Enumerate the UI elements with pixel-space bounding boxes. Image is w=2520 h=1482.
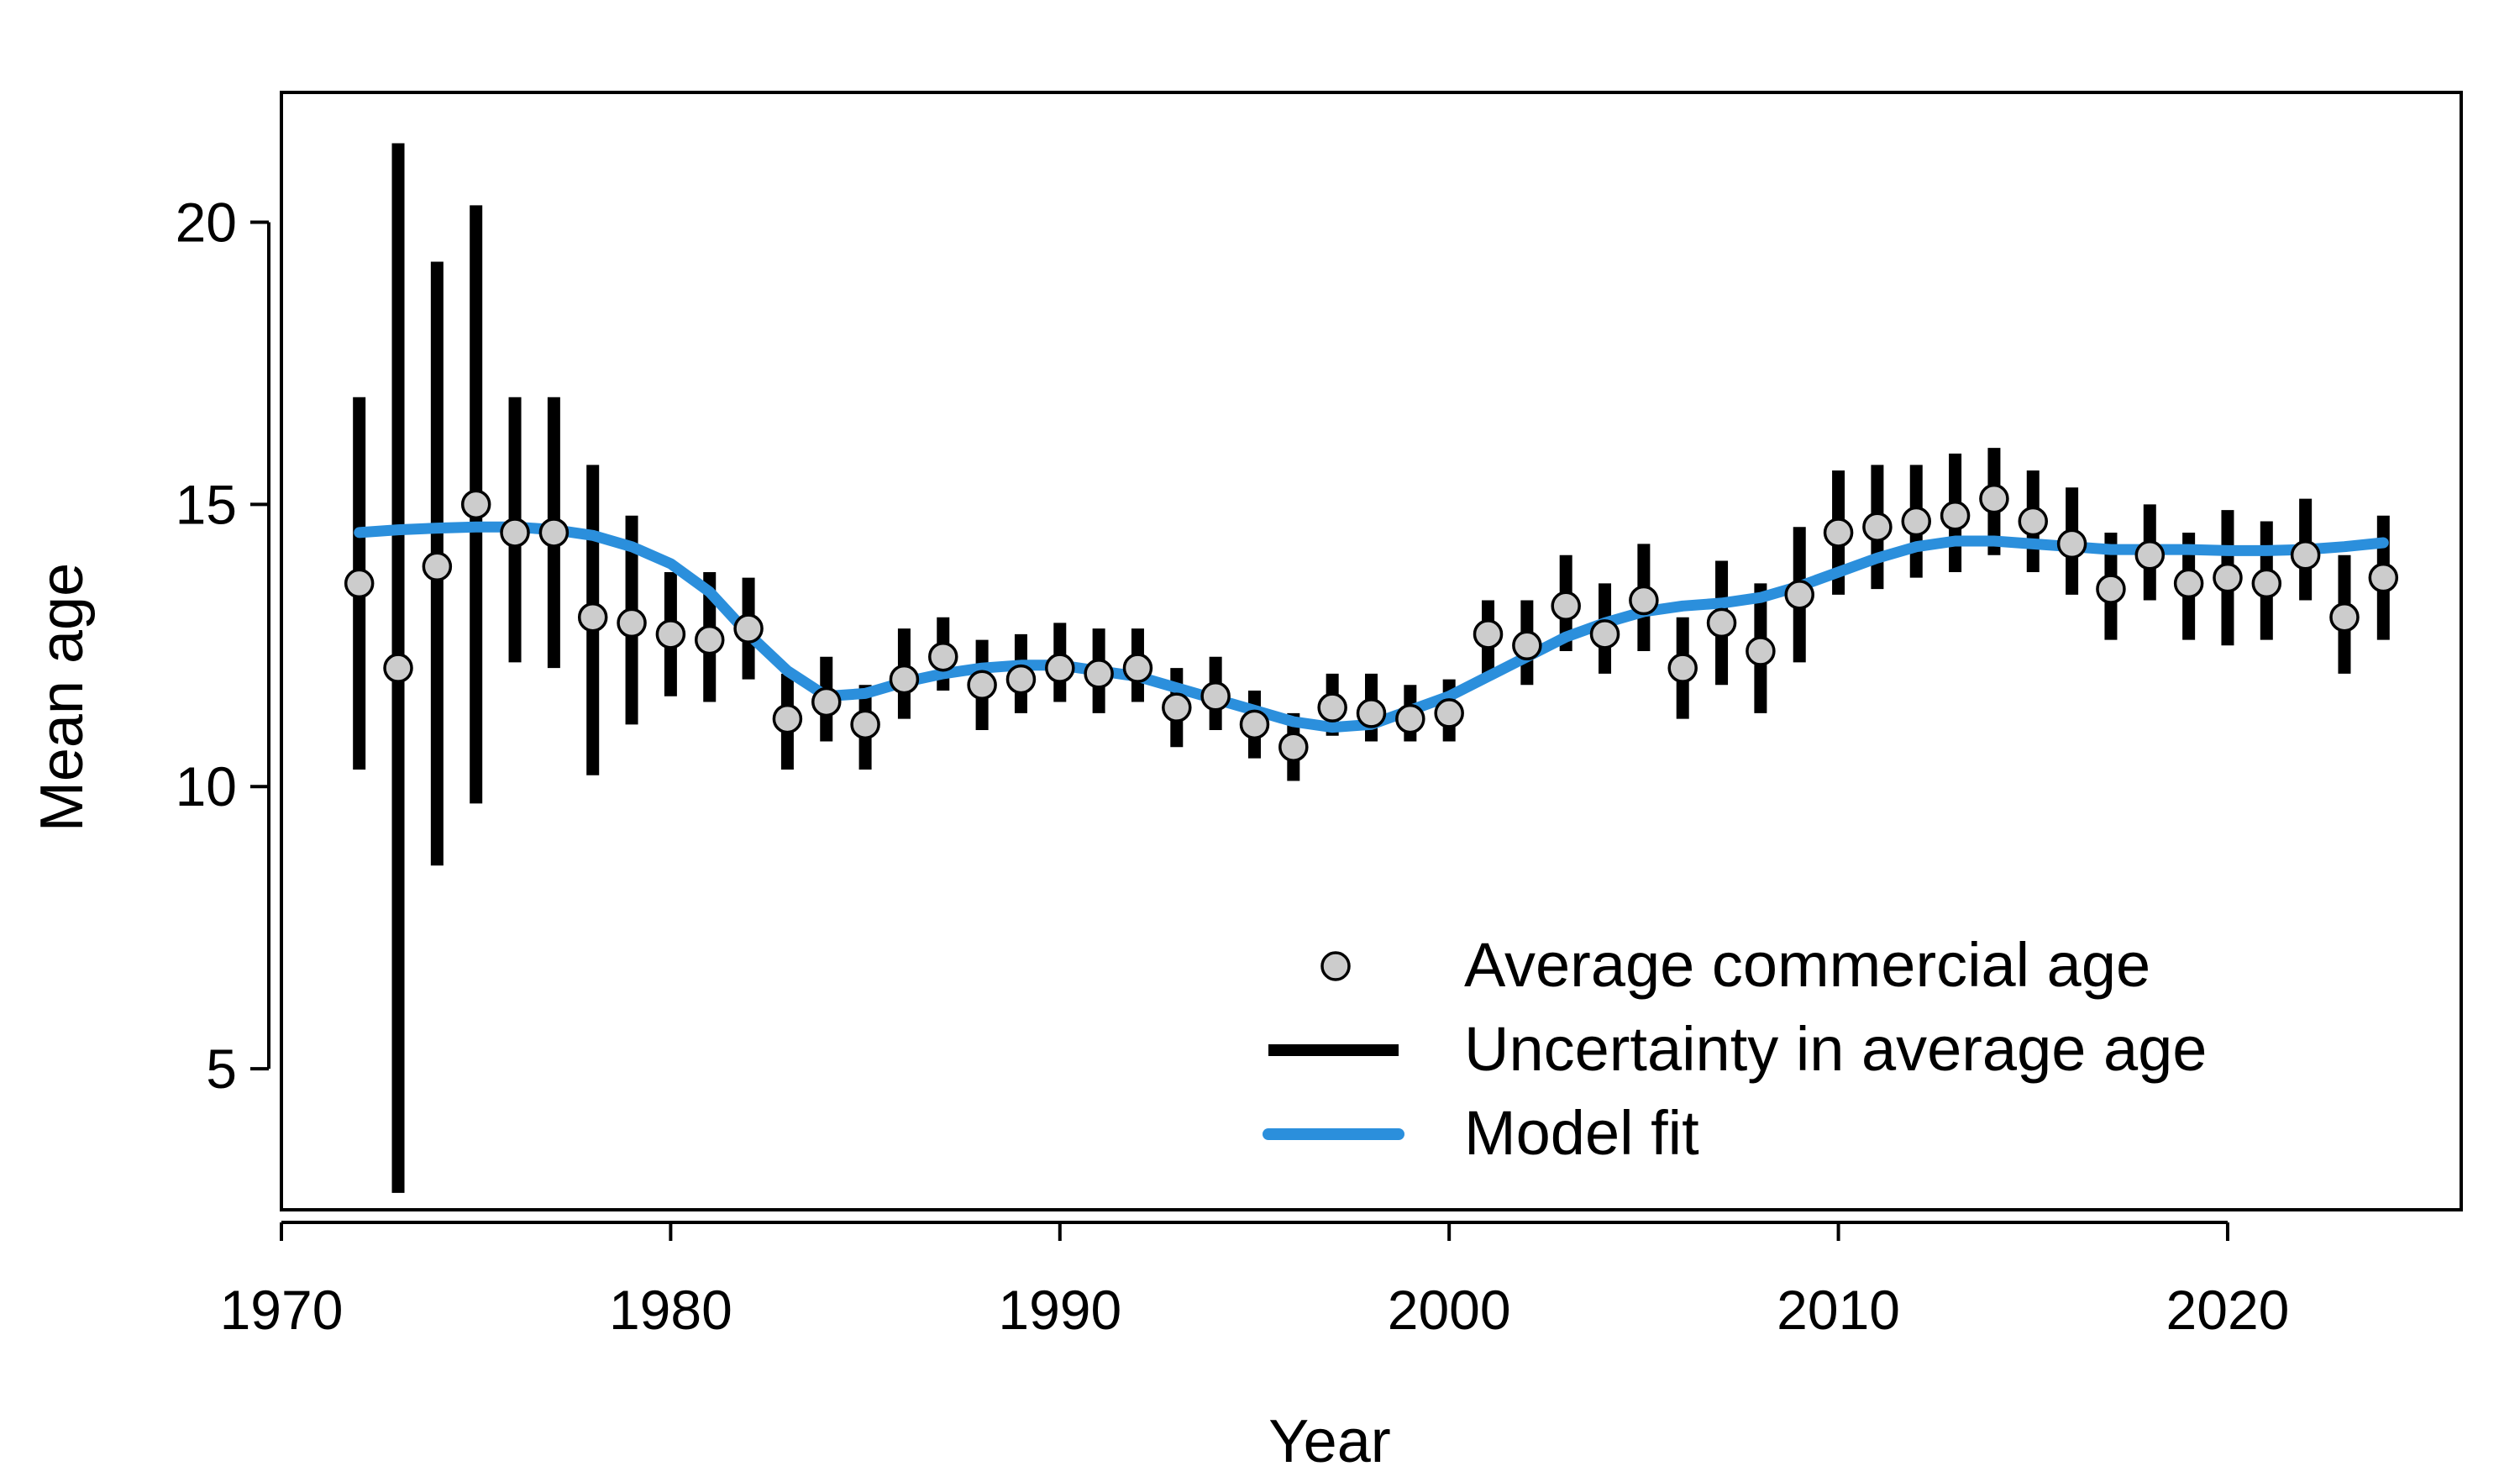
data-point	[2134, 540, 2166, 570]
x-tick-label: 1990	[998, 1279, 1121, 1341]
data-points	[344, 483, 2399, 762]
data-point	[1629, 585, 1659, 616]
data-point	[2368, 562, 2399, 593]
data-point	[1239, 709, 1270, 740]
data-point	[2329, 602, 2360, 633]
data-point	[1395, 703, 1425, 734]
data-point	[422, 551, 453, 581]
data-point	[2290, 540, 2321, 570]
data-point	[967, 670, 997, 701]
data-point	[1200, 681, 1231, 712]
data-point	[772, 703, 803, 734]
data-point	[1005, 664, 1037, 695]
legend-label-points: Average commercial age	[1464, 930, 2150, 1000]
data-point	[694, 624, 725, 655]
y-axis: 5 10 15 20	[176, 191, 270, 1100]
data-point	[655, 619, 686, 649]
data-point	[733, 613, 764, 644]
data-point	[1746, 636, 1776, 666]
legend-points-key	[1320, 951, 1351, 981]
legend-label-errorbars: Uncertainty in average age	[1464, 1014, 2207, 1084]
plot-frame	[280, 91, 2463, 1211]
data-point	[2056, 528, 2087, 560]
data-point	[2096, 574, 2126, 604]
data-point	[1122, 653, 1153, 683]
data-point	[1901, 506, 1931, 537]
data-point	[1979, 483, 2009, 514]
data-point	[383, 653, 413, 683]
data-point	[1551, 591, 1581, 622]
y-tick-label: 5	[206, 1038, 237, 1100]
data-point	[460, 489, 491, 520]
data-point	[2173, 568, 2204, 599]
data-point	[1473, 619, 1504, 649]
data-point	[2018, 506, 2049, 537]
data-point	[538, 518, 570, 548]
data-point	[1862, 512, 1893, 542]
y-tick-label: 15	[176, 473, 237, 535]
data-point	[1084, 659, 1114, 689]
data-point	[1512, 630, 1542, 661]
y-axis-label: Mean age	[29, 563, 96, 832]
data-point	[1667, 653, 1698, 683]
data-point	[811, 686, 842, 717]
data-point	[1434, 698, 1464, 728]
data-point	[617, 607, 647, 639]
data-point	[1589, 619, 1620, 649]
y-tick-label: 20	[176, 191, 237, 253]
data-point	[500, 518, 530, 548]
data-point	[1162, 692, 1192, 723]
data-point	[1317, 692, 1347, 723]
x-axis: 1970 1980 1990 2000 2010 2020	[220, 1221, 2290, 1341]
data-point	[2251, 568, 2282, 599]
x-tick-label: 2020	[2166, 1279, 2290, 1341]
data-point	[1784, 580, 1814, 610]
data-point	[850, 709, 880, 740]
data-point	[1940, 501, 1971, 531]
data-point	[928, 641, 958, 672]
data-point	[1356, 698, 1387, 728]
y-tick-label: 10	[176, 755, 237, 817]
data-point	[344, 568, 375, 599]
data-point	[1278, 732, 1309, 762]
legend-label-fit: Model fit	[1464, 1098, 1699, 1168]
legend: Average commercial age Uncertainty in av…	[1263, 930, 2207, 1168]
x-tick-label: 2000	[1388, 1279, 1511, 1341]
data-point	[1706, 607, 1737, 639]
data-point	[2213, 562, 2243, 593]
x-tick-label: 1970	[220, 1279, 344, 1341]
x-tick-label: 2010	[1777, 1279, 1900, 1341]
data-point	[889, 664, 920, 695]
x-tick-label: 1980	[609, 1279, 732, 1341]
data-point	[1045, 653, 1075, 683]
x-axis-label: Year	[1268, 1408, 1390, 1475]
data-point	[577, 602, 608, 633]
data-point	[1823, 518, 1854, 548]
